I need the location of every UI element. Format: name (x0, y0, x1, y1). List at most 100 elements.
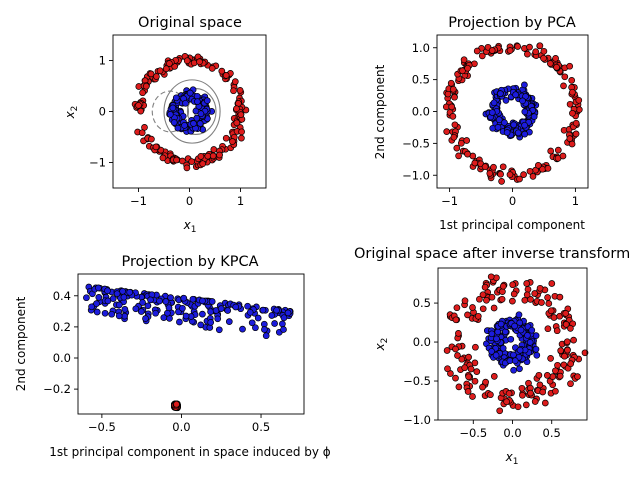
data-point (443, 347, 451, 354)
data-point (189, 295, 197, 303)
data-point (490, 99, 498, 107)
data-point (536, 381, 544, 389)
data-point (93, 308, 101, 316)
data-point (464, 150, 471, 158)
data-point (156, 67, 164, 75)
data-point (280, 326, 287, 333)
data-point (199, 297, 206, 305)
data-point (544, 325, 552, 333)
data-point (231, 78, 239, 85)
data-point (530, 113, 538, 120)
data-point (186, 89, 194, 97)
data-point (248, 319, 256, 327)
data-point (547, 147, 555, 155)
y-tick-label: 1.0 (412, 41, 430, 55)
data-point (461, 297, 469, 305)
data-point (536, 42, 544, 50)
data-point (560, 82, 567, 90)
data-point (139, 89, 146, 97)
data-point (453, 144, 461, 152)
data-point (159, 154, 167, 162)
data-point (261, 326, 268, 333)
data-point (527, 389, 534, 397)
x-axis-label: 1st principal component (439, 218, 585, 232)
data-point (88, 303, 95, 311)
data-point (452, 316, 460, 324)
data-point (229, 138, 236, 145)
y-tick-label: −1.0 (402, 168, 430, 182)
data-point (207, 308, 214, 316)
data-point (455, 330, 462, 337)
data-point (521, 296, 529, 304)
data-point (478, 52, 486, 60)
data-point (172, 94, 180, 102)
data-point (238, 134, 245, 142)
y-axis-label: x2 (63, 106, 80, 120)
data-point (465, 353, 472, 361)
x-axis-label: x1 (183, 218, 197, 235)
data-point (556, 372, 564, 380)
data-point (535, 371, 543, 379)
data-point (501, 119, 508, 126)
data-point (511, 322, 518, 330)
data-point (566, 135, 574, 142)
data-point (497, 320, 505, 328)
y-tick-label: −1.0 (403, 413, 431, 427)
data-point (481, 283, 489, 291)
data-point (515, 311, 523, 319)
data-point (526, 43, 533, 51)
x-tick-label: −0.5 (459, 426, 487, 440)
data-point (153, 73, 160, 80)
data-point (233, 119, 241, 127)
data-point (534, 162, 542, 169)
data-point (492, 351, 500, 359)
data-point (119, 287, 126, 295)
data-point (113, 290, 121, 297)
y-tick-label: 1 (99, 54, 106, 68)
data-point (536, 284, 544, 292)
data-point (494, 124, 502, 131)
data-point (546, 60, 554, 67)
data-point (193, 114, 201, 122)
data-point (244, 302, 251, 310)
data-point (532, 345, 540, 353)
y-tick-label: 0.4 (53, 289, 71, 303)
data-point (556, 293, 564, 301)
data-point (254, 314, 262, 322)
data-point (499, 163, 507, 171)
data-point (488, 109, 496, 116)
data-point (553, 327, 561, 335)
data-point (469, 393, 476, 400)
data-point (574, 373, 581, 380)
data-point (516, 365, 523, 373)
data-point (156, 297, 163, 305)
data-point (174, 124, 182, 132)
data-point (190, 59, 198, 67)
data-point (166, 60, 173, 67)
data-point (209, 152, 217, 160)
data-point (454, 352, 461, 359)
data-point (499, 282, 507, 290)
data-point (562, 310, 570, 317)
data-point (511, 357, 519, 365)
data-point (222, 72, 230, 79)
panel-title: Original space (138, 15, 242, 31)
data-point (523, 291, 531, 299)
data-point (575, 96, 583, 104)
data-point (464, 311, 471, 319)
data-point (101, 309, 109, 317)
data-point (561, 352, 568, 360)
x-tick-label: 1 (237, 194, 244, 208)
data-point (490, 304, 498, 312)
data-point (239, 325, 246, 333)
data-point (471, 377, 479, 385)
data-point (95, 294, 103, 301)
data-point (538, 299, 545, 306)
data-point (569, 109, 576, 117)
data-point (246, 309, 254, 316)
data-point (160, 314, 168, 321)
data-point (567, 325, 574, 332)
panel-inverse-transform: Original space after inverse transform −… (354, 246, 630, 467)
data-point (516, 346, 524, 354)
